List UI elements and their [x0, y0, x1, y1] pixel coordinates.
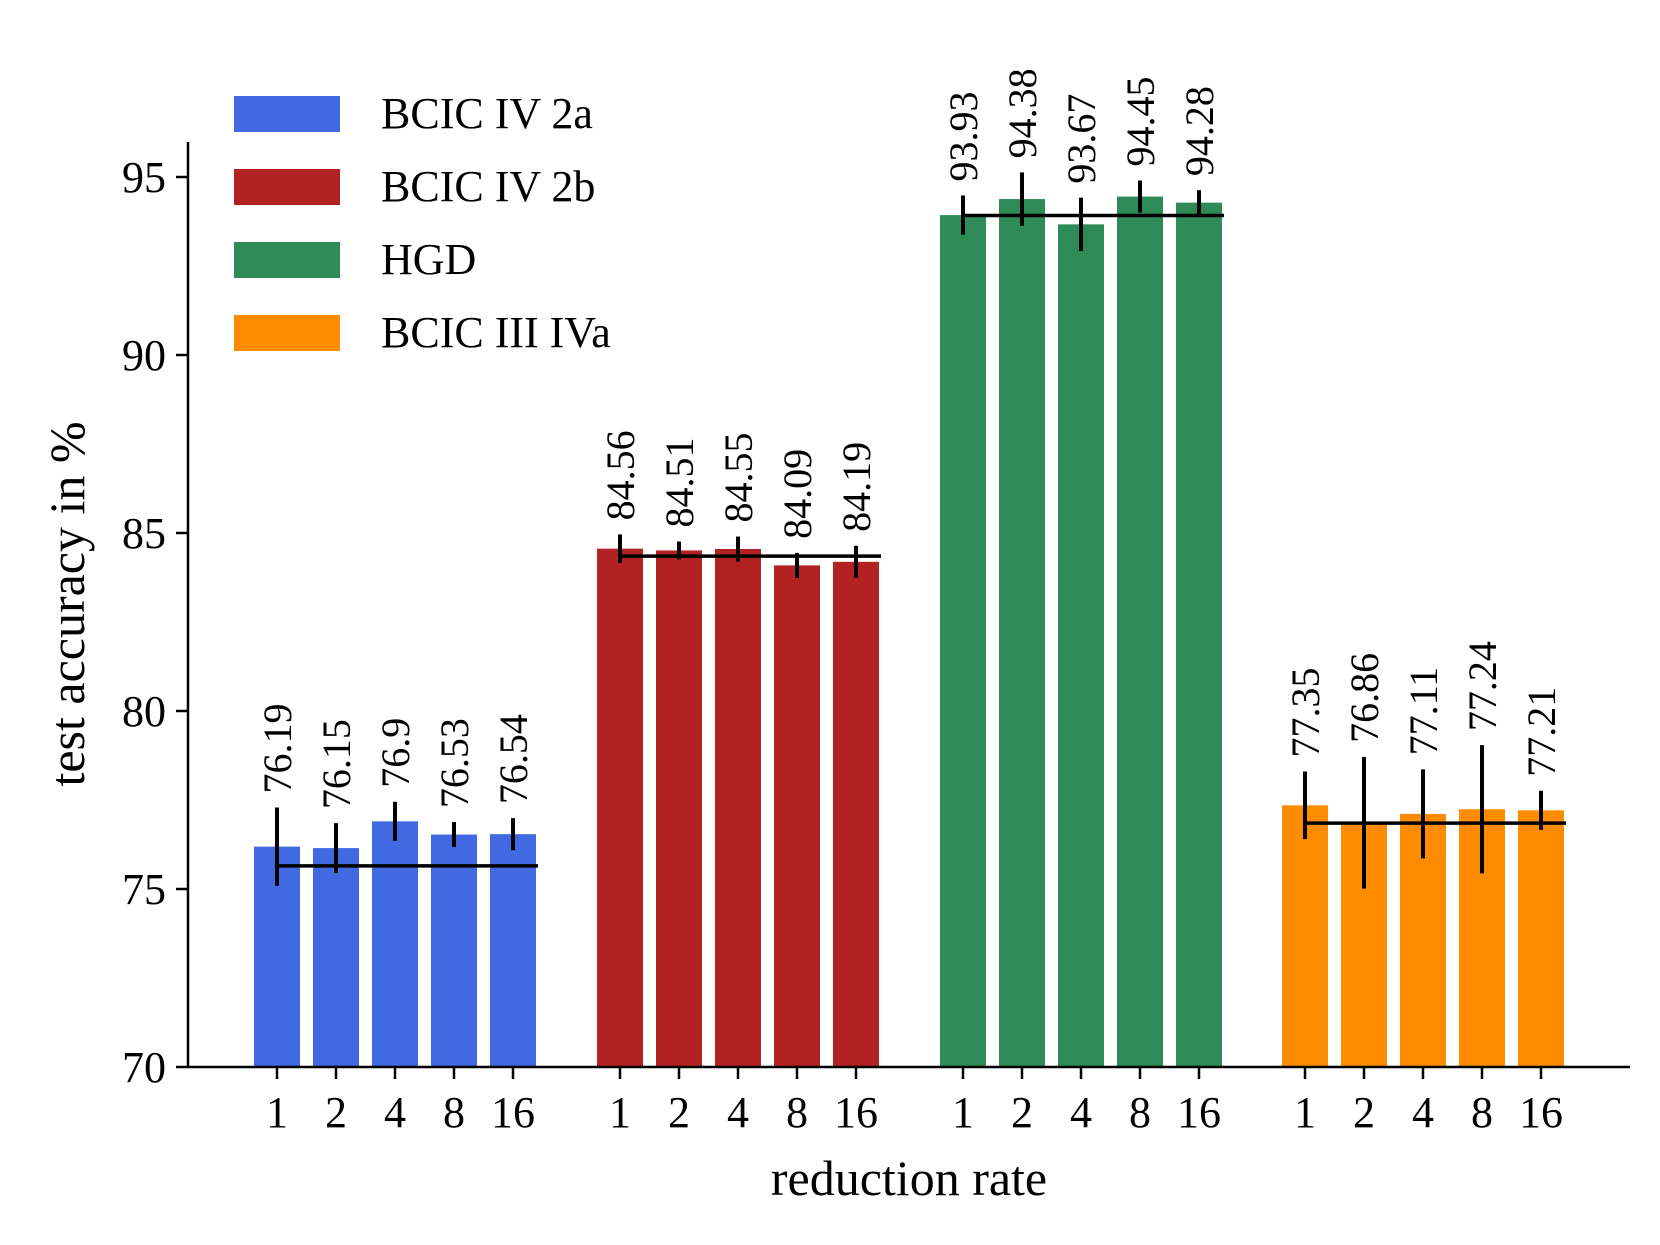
value-label: 84.19 — [834, 442, 879, 532]
bar — [1117, 196, 1163, 1067]
x-tick-label: 16 — [491, 1088, 535, 1137]
value-labels: 76.19 76.15 76.9 76.53 76.54 84.56 84.51 84.55 8… — [255, 68, 1564, 809]
y-tick-label: 90 — [122, 331, 166, 380]
y-tick-label: 70 — [122, 1043, 166, 1092]
x-tick-label: 1 — [609, 1088, 631, 1137]
bar — [1282, 805, 1328, 1067]
value-label: 76.53 — [432, 718, 477, 808]
legend-swatch — [234, 242, 340, 278]
bar — [431, 834, 477, 1067]
x-tick-label: 16 — [1519, 1088, 1563, 1137]
x-tick-label: 8 — [1471, 1088, 1493, 1137]
value-label: 77.11 — [1401, 667, 1446, 756]
bar — [1176, 202, 1222, 1067]
value-label: 76.9 — [373, 718, 418, 788]
legend-label: HGD — [381, 235, 476, 284]
bar — [999, 199, 1045, 1067]
x-tick-label: 2 — [1011, 1088, 1033, 1137]
baseline-lines-layer — [277, 213, 1566, 868]
x-tick-label: 8 — [443, 1088, 465, 1137]
legend-label: BCIC IV 2b — [381, 162, 595, 211]
bar — [940, 215, 986, 1068]
legend: BCIC IV 2a BCIC IV 2b HGD BCIC III IVa — [234, 89, 611, 357]
x-ticks: 1 2 4 8 16 1 2 4 8 16 1 2 4 8 16 1 2 4 8 16 — [266, 1067, 1563, 1137]
value-label: 76.86 — [1342, 653, 1387, 743]
bar — [833, 561, 879, 1067]
bar — [490, 834, 536, 1067]
y-ticks: 70 75 80 85 90 95 — [122, 153, 188, 1092]
legend-label: BCIC III IVa — [381, 308, 611, 357]
value-label: 94.38 — [1000, 68, 1045, 158]
value-label: 76.19 — [255, 703, 300, 793]
x-tick-label: 1 — [266, 1088, 288, 1137]
x-tick-label: 8 — [1129, 1088, 1151, 1137]
y-axis-title: test accuracy in % — [39, 421, 95, 786]
bar — [372, 821, 418, 1067]
x-tick-label: 4 — [384, 1088, 406, 1137]
x-tick-label: 16 — [834, 1088, 878, 1137]
value-label: 93.67 — [1059, 94, 1104, 184]
legend-label: BCIC IV 2a — [381, 89, 593, 138]
legend-swatch — [234, 169, 340, 205]
x-tick-label: 1 — [952, 1088, 974, 1137]
bar — [313, 848, 359, 1067]
bar — [1058, 224, 1104, 1067]
x-tick-label: 4 — [1412, 1088, 1434, 1137]
bar — [597, 548, 643, 1067]
value-label: 84.56 — [598, 430, 643, 520]
x-axis-title: reduction rate — [771, 1150, 1047, 1206]
value-label: 76.15 — [314, 719, 359, 809]
axes — [186, 142, 1630, 1069]
x-tick-label: 16 — [1177, 1088, 1221, 1137]
x-tick-label: 4 — [727, 1088, 749, 1137]
y-tick-label: 85 — [122, 509, 166, 558]
x-tick-label: 4 — [1070, 1088, 1092, 1137]
y-tick-label: 80 — [122, 687, 166, 736]
x-tick-label: 2 — [668, 1088, 690, 1137]
error-bars-layer — [275, 172, 1543, 889]
value-label: 94.28 — [1177, 86, 1222, 176]
x-tick-label: 8 — [786, 1088, 808, 1137]
value-label: 94.45 — [1118, 77, 1163, 167]
value-label: 93.93 — [941, 92, 986, 182]
value-label: 84.09 — [775, 449, 820, 539]
bar — [1518, 810, 1564, 1067]
legend-swatch — [234, 96, 340, 132]
value-label: 77.24 — [1460, 641, 1505, 731]
value-label: 76.54 — [491, 714, 536, 804]
bar — [656, 550, 702, 1067]
x-tick-label: 2 — [325, 1088, 347, 1137]
bar — [715, 549, 761, 1067]
value-label: 84.51 — [657, 438, 702, 528]
bars-layer — [254, 196, 1564, 1068]
x-tick-label: 2 — [1353, 1088, 1375, 1137]
value-label: 77.35 — [1283, 668, 1328, 758]
y-tick-label: 75 — [122, 865, 166, 914]
bar — [774, 565, 820, 1067]
y-tick-label: 95 — [122, 153, 166, 202]
value-label: 84.55 — [716, 433, 761, 523]
value-label: 77.21 — [1519, 687, 1564, 777]
x-tick-label: 1 — [1294, 1088, 1316, 1137]
legend-swatch — [234, 315, 340, 351]
